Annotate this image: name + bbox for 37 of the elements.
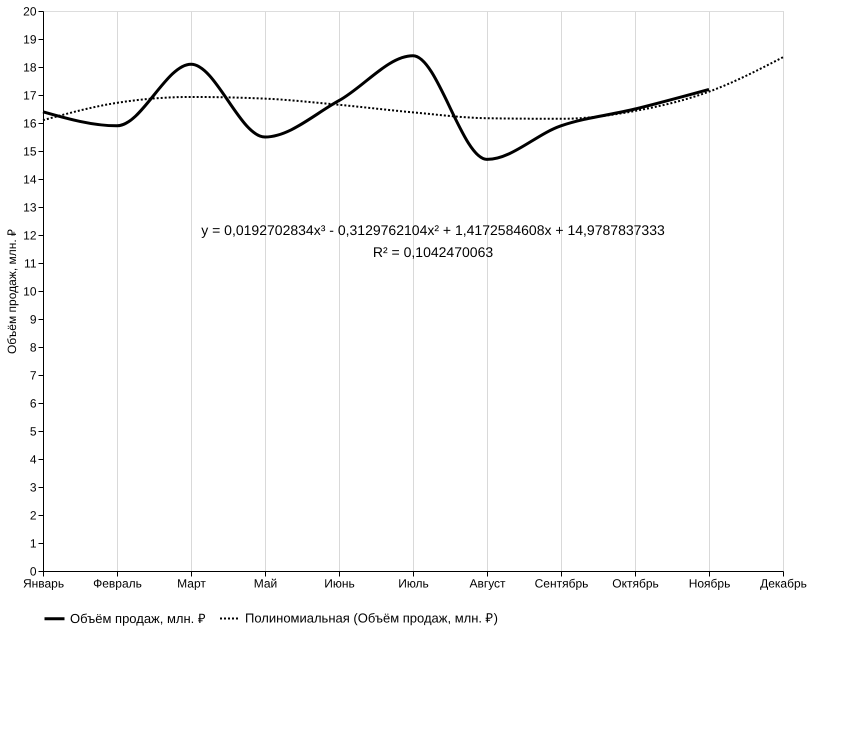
- y-tick-label: 19: [23, 32, 37, 46]
- x-tick-label: Февраль: [93, 576, 142, 590]
- y-tick-label: 7: [30, 368, 37, 382]
- x-tick-label: Сентябрь: [534, 576, 588, 590]
- y-tick-label: 13: [23, 200, 37, 214]
- y-tick-label: 4: [30, 452, 37, 466]
- x-tick-label: Март: [177, 576, 206, 590]
- y-tick-label: 17: [23, 88, 37, 102]
- y-tick-label: 5: [30, 424, 37, 438]
- y-tick-label: 0: [30, 564, 37, 578]
- x-tick-label: Ноябрь: [688, 576, 730, 590]
- x-tick-label: Май: [254, 576, 278, 590]
- y-tick-label: 12: [23, 228, 37, 242]
- legend-label: Полиномиальная (Объём продаж, млн. ₽): [245, 610, 498, 626]
- x-tick-label: Август: [469, 576, 506, 590]
- y-tick-label: 14: [23, 172, 37, 186]
- annotation: y = 0,0192702834x³ - 0,3129762104x² + 1,4172584608x + 14,9787837333: [201, 222, 665, 238]
- x-tick-label: Декабрь: [760, 576, 807, 590]
- y-tick-label: 9: [30, 312, 37, 326]
- y-tick-label: 2: [30, 508, 37, 522]
- y-tick-label: 15: [23, 144, 37, 158]
- y-tick-label: 1: [30, 536, 37, 550]
- y-tick-label: 20: [23, 4, 37, 18]
- x-tick-label: Июнь: [324, 576, 355, 590]
- y-axis-title: Объём продаж, млн. ₽: [5, 228, 20, 354]
- y-tick-label: 16: [23, 116, 37, 130]
- x-tick-label: Июль: [398, 576, 429, 590]
- annotation: R² = 0,1042470063: [372, 244, 494, 260]
- y-tick-label: 10: [23, 284, 37, 298]
- x-tick-label: Январь: [22, 576, 64, 590]
- x-tick-label: Октябрь: [612, 576, 659, 590]
- y-tick-label: 11: [24, 256, 37, 270]
- y-tick-label: 18: [23, 60, 37, 74]
- legend-label: Объём продаж, млн. ₽: [70, 610, 206, 626]
- y-tick-label: 8: [30, 340, 37, 354]
- y-tick-label: 3: [30, 480, 37, 494]
- y-tick-label: 6: [30, 396, 37, 410]
